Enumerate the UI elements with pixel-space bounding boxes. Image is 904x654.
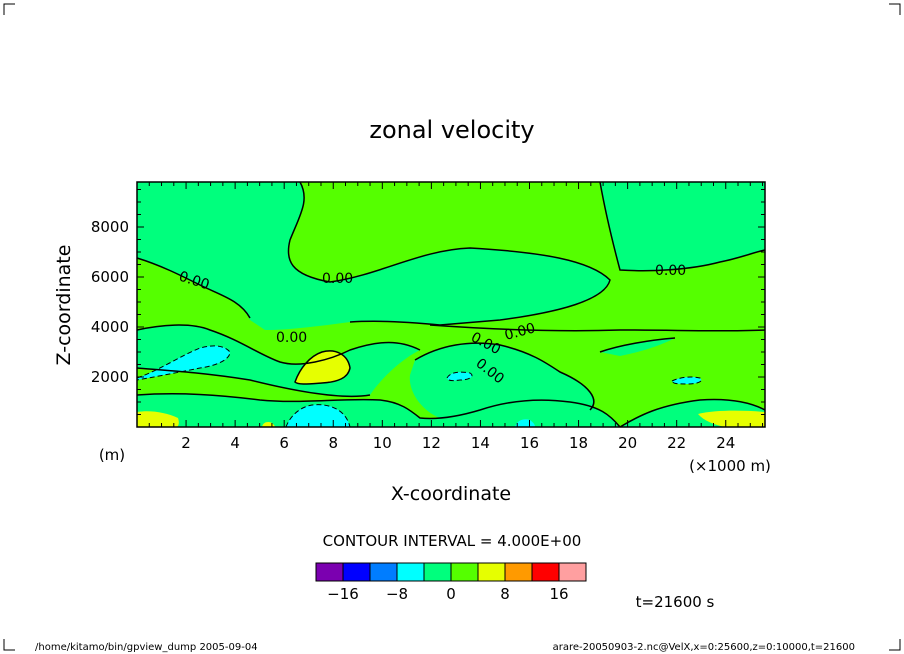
y-axis-label: Z-coordinate [53, 245, 75, 366]
chart-title: zonal velocity [369, 116, 534, 144]
colorbar-tick-label: 0 [446, 585, 456, 603]
x-axis-ticks: 2 4 6 8 10 12 14 16 18 20 22 24 [148, 182, 764, 452]
region-right-mid-slow [600, 338, 675, 356]
x-axis-label: X-coordinate [391, 483, 511, 505]
colorbar-cell [342, 562, 371, 582]
region-upper-left-slow [137, 182, 610, 330]
x-tick-label: 4 [230, 434, 240, 452]
x-tick-label: 14 [471, 434, 490, 452]
colorbar-cell [558, 562, 587, 582]
colorbar-cell [477, 562, 506, 582]
x-tick-label: 8 [328, 434, 338, 452]
negative-contours [136, 345, 702, 428]
colorbar-tick-label: −8 [386, 585, 408, 603]
patch-bottom-left-positive [137, 411, 179, 427]
contour-label-3: 0.00 [655, 263, 686, 279]
footer-right: arare-20050903-2.nc@VelX,x=0:25600,z=0:1… [553, 642, 855, 653]
y-tick-label: 8000 [91, 218, 129, 236]
patch-bottom-right-positive [698, 410, 765, 427]
velocity-patches [137, 345, 765, 427]
y-axis-unit: (m) [99, 446, 125, 464]
region-upper-right-slow [530, 182, 765, 271]
y-tick-label: 4000 [91, 318, 129, 336]
patch-small-negative-1 [447, 372, 472, 381]
contour-interval-text: CONTOUR INTERVAL = 4.000E+00 [323, 532, 582, 550]
x-tick-label: 18 [569, 434, 588, 452]
patch-center-positive [295, 350, 350, 384]
crop-marks [3, 3, 901, 651]
contour-label-6: 0.00 [503, 320, 537, 344]
time-label: t=21600 s [636, 593, 715, 611]
colorbar-cell [315, 562, 344, 582]
plot-frame [136, 181, 766, 428]
patch-right-negative [672, 377, 702, 384]
contour-label-2: 0.00 [322, 271, 353, 287]
x-tick-label: 16 [520, 434, 539, 452]
colorbar: −16 −8 0 8 16 [315, 562, 587, 603]
y-tick-label: 6000 [91, 268, 129, 286]
x-tick-label: 12 [422, 434, 441, 452]
region-center-slow [409, 343, 594, 422]
colorbar-tick-label: −16 [327, 585, 359, 603]
region-lower-slow [137, 393, 620, 427]
colorbar-cell [504, 562, 533, 582]
colorbar-cell [450, 562, 479, 582]
x-tick-label: 22 [667, 434, 686, 452]
footer-left: /home/kitamo/bin/gpview_dump 2005-09-04 [35, 642, 258, 653]
colorbar-cell [396, 562, 425, 582]
y-tick-label: 2000 [91, 368, 129, 386]
x-axis-unit: (×1000 m) [689, 457, 771, 475]
patch-left-negative [137, 345, 230, 380]
y-axis-ticks: 2000 4000 6000 8000 [91, 189, 765, 415]
contour-label-4: 0.00 [276, 330, 307, 346]
x-tick-label: 2 [181, 434, 191, 452]
x-tick-label: 24 [716, 434, 735, 452]
patch-bottom-negative [286, 404, 350, 427]
colorbar-tick-label: 16 [549, 585, 568, 603]
x-tick-label: 6 [279, 434, 289, 452]
region-mid-slow [137, 325, 420, 397]
colorbar-tick-label: 8 [500, 585, 510, 603]
colorbar-cell [531, 562, 560, 582]
zero-contours [136, 181, 766, 428]
colorbar-cell [423, 562, 452, 582]
x-tick-label: 20 [618, 434, 637, 452]
colorbar-cell [369, 562, 398, 582]
x-tick-label: 10 [373, 434, 392, 452]
